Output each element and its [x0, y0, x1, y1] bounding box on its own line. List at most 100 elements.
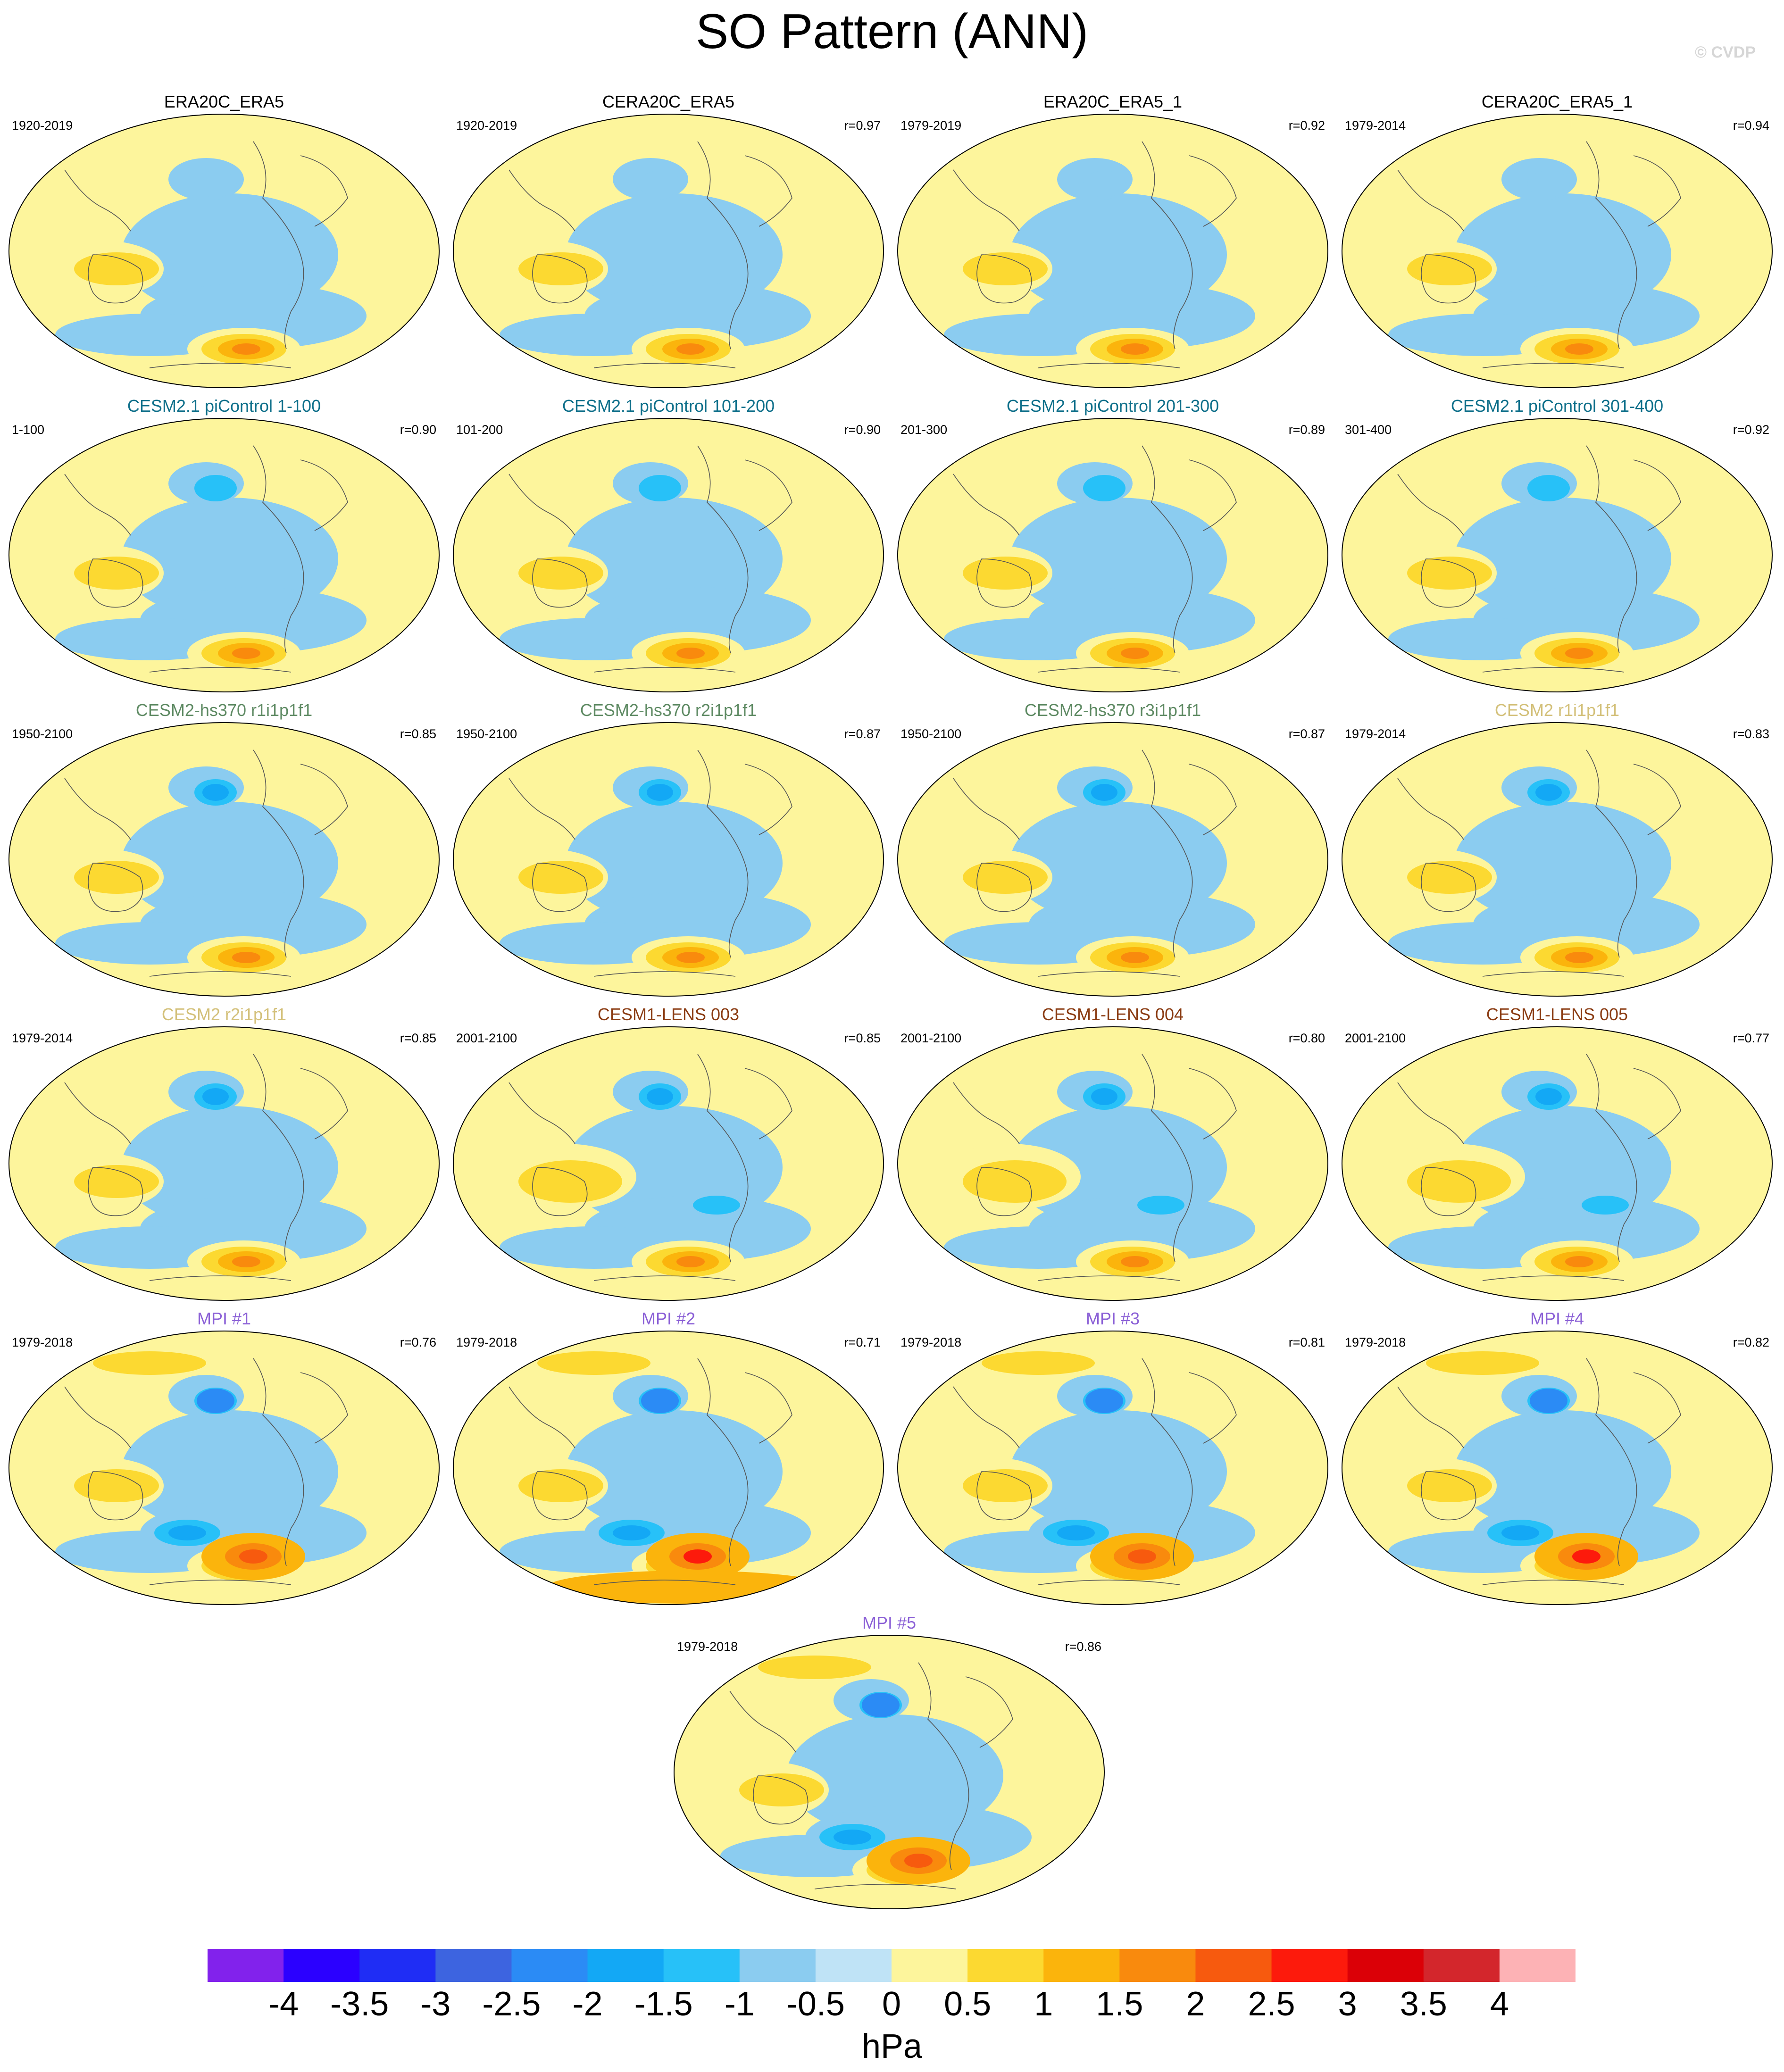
colorbar-swatch [1423, 1949, 1500, 1982]
coastline [509, 1054, 792, 1281]
contour-region [537, 1351, 650, 1375]
panel-period: 1-100 [12, 423, 45, 437]
coastline [953, 445, 1237, 673]
colorbar-swatch [1043, 1949, 1120, 1982]
projected-map [1342, 722, 1773, 997]
map-panel: CESM2-hs370 r2i1p1f1 1950-2100 r=0.87 [449, 700, 888, 1002]
contour-region [963, 861, 1048, 894]
colorbar-tick-label: 0 [882, 1985, 901, 2023]
map-border [674, 1635, 1105, 1909]
coastline [953, 1054, 1237, 1281]
projected-map [453, 722, 884, 997]
panel-correlation: r=0.83 [1733, 727, 1769, 741]
contour-region [639, 171, 681, 197]
contour-region [202, 784, 229, 801]
contour-region [1121, 1256, 1149, 1267]
projected-map [897, 1331, 1328, 1605]
projected-map [8, 1026, 440, 1301]
map-border [897, 1026, 1328, 1301]
map-border [897, 114, 1328, 388]
map-border [1342, 418, 1773, 692]
map-panel: CESM2.1 piControl 1-100 1-100 r=0.90 [5, 396, 443, 698]
panel-period: 101-200 [456, 423, 503, 437]
colorbar-tick-label: 1 [1034, 1985, 1053, 2023]
coastline [729, 1662, 1013, 1889]
panel-period: 1979-2014 [12, 1031, 73, 1045]
map-border [897, 1331, 1328, 1605]
contour-region [1565, 1256, 1593, 1267]
map-border [453, 114, 884, 388]
colorbar-swatch [892, 1949, 968, 1982]
colorbar-swatch [208, 1949, 284, 1982]
map-border [8, 418, 440, 692]
contour-region [963, 557, 1048, 590]
map-panel: CERA20C_ERA5 1920-2019 r=0.97 [449, 92, 888, 394]
contour-region [74, 1165, 159, 1198]
contour-region [676, 648, 705, 659]
map-border [1342, 722, 1773, 997]
coastline [509, 445, 792, 673]
map-panel: ERA20C_ERA5_1 1979-2019 r=0.92 [893, 92, 1332, 394]
panel-period: 201-300 [900, 423, 948, 437]
panel-correlation: r=0.76 [400, 1335, 436, 1349]
contour-region [1582, 1196, 1629, 1215]
contour-region [1565, 343, 1593, 355]
colorbar-swatch [1271, 1949, 1348, 1982]
projected-map [8, 114, 440, 388]
map-panel: CERA20C_ERA5_1 1979-2014 r=0.94 [1338, 92, 1776, 394]
contour-region [676, 952, 705, 963]
panel-title: MPI #1 [197, 1309, 251, 1328]
map-border [1342, 1026, 1773, 1301]
map-panel: CESM2 r1i1p1f1 1979-2014 r=0.83 [1338, 700, 1776, 1002]
contour-region [1407, 557, 1492, 590]
map-border [453, 1331, 884, 1605]
contour-region [758, 1656, 871, 1679]
colorbar-tick-label: 3 [1338, 1985, 1357, 2023]
contour-region [1527, 475, 1570, 501]
panel-period: 1979-2014 [1345, 118, 1406, 133]
panel-period: 2001-2100 [456, 1031, 517, 1045]
coastline [64, 1358, 348, 1585]
coastline [509, 749, 792, 977]
contour-region [963, 1469, 1048, 1502]
projected-map [1342, 114, 1773, 388]
contour-region [74, 557, 159, 590]
coastline [64, 141, 348, 368]
contour-region [739, 1773, 824, 1806]
contour-region [1121, 952, 1149, 963]
colorbar-tick-label: 2.5 [1248, 1985, 1295, 2023]
panel-title: MPI #3 [1085, 1309, 1140, 1328]
panel-period: 1920-2019 [456, 118, 517, 133]
map-panel: CESM1-LENS 005 2001-2100 r=0.77 [1338, 1005, 1776, 1306]
colorbar-swatch [511, 1949, 588, 1982]
colorbar-tick-label: 0.5 [944, 1985, 992, 2023]
panel-period: 1979-2014 [1345, 727, 1406, 741]
panel-title: CESM2.1 piControl 1-100 [127, 396, 321, 416]
coastline [509, 1358, 792, 1585]
panel-correlation: r=0.85 [400, 727, 436, 741]
contour-region [1407, 861, 1492, 894]
map-panel: MPI #3 1979-2018 r=0.81 [893, 1309, 1332, 1611]
map-border [453, 1026, 884, 1301]
contour-region [74, 252, 159, 285]
projected-map [1342, 1331, 1773, 1605]
contour-region [1501, 1525, 1539, 1540]
panel-correlation: r=0.90 [844, 423, 881, 437]
contour-region [1057, 1525, 1095, 1540]
panel-title: CESM2-hs370 r1i1p1f1 [135, 700, 313, 720]
contour-region [834, 1830, 871, 1845]
panel-period: 301-400 [1345, 423, 1392, 437]
panel-title: CESM1-LENS 003 [597, 1005, 740, 1024]
colorbar-swatch [283, 1949, 360, 1982]
contour-region [639, 475, 681, 501]
panel-correlation: r=0.71 [844, 1335, 881, 1349]
colorbar-tick-label: -4 [268, 1985, 299, 2023]
contour-region [684, 1549, 712, 1564]
map-border [8, 1026, 440, 1301]
panel-period: 1950-2100 [900, 727, 962, 741]
projected-map [453, 418, 884, 692]
map-panel: CESM1-LENS 003 2001-2100 r=0.85 [449, 1005, 888, 1306]
coastline [509, 141, 792, 368]
panel-period: 2001-2100 [900, 1031, 962, 1045]
panel-correlation: r=0.85 [844, 1031, 881, 1045]
